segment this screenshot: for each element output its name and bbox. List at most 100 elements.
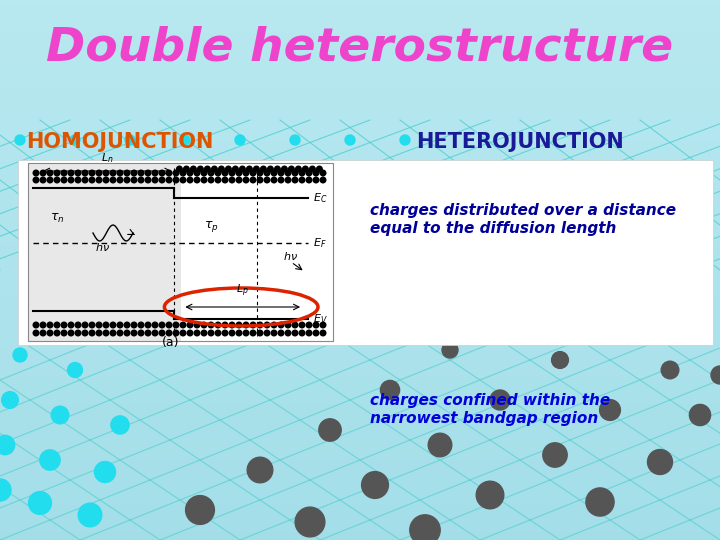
Circle shape: [305, 165, 315, 175]
Circle shape: [222, 330, 228, 336]
Bar: [0, 291, 720, 298]
Circle shape: [310, 166, 315, 172]
Bar: [0, 216, 720, 224]
Bar: [0, 270, 720, 278]
Circle shape: [187, 177, 193, 183]
Circle shape: [48, 170, 53, 176]
Circle shape: [13, 348, 27, 362]
Circle shape: [138, 170, 144, 176]
Circle shape: [61, 177, 67, 183]
Text: HOMOJUNCTION: HOMOJUNCTION: [27, 132, 214, 152]
Circle shape: [187, 330, 193, 336]
Circle shape: [271, 177, 276, 183]
Circle shape: [191, 166, 196, 172]
Circle shape: [278, 170, 284, 176]
Circle shape: [131, 330, 137, 336]
Bar: [0, 364, 720, 372]
Circle shape: [204, 166, 210, 172]
Circle shape: [68, 322, 73, 328]
Circle shape: [70, 135, 80, 145]
Bar: [0, 68, 720, 75]
Circle shape: [166, 330, 172, 336]
Circle shape: [306, 322, 312, 328]
Circle shape: [290, 135, 300, 145]
Circle shape: [296, 166, 301, 172]
Circle shape: [145, 322, 150, 328]
Circle shape: [661, 361, 679, 379]
Circle shape: [194, 177, 200, 183]
Bar: [0, 492, 720, 501]
Circle shape: [96, 177, 102, 183]
Circle shape: [243, 170, 249, 176]
Text: $E_C$: $E_C$: [313, 191, 328, 205]
Circle shape: [490, 390, 510, 410]
Circle shape: [280, 225, 290, 235]
Circle shape: [292, 177, 298, 183]
Bar: [0, 276, 720, 285]
Circle shape: [82, 177, 88, 183]
Circle shape: [159, 170, 165, 176]
Circle shape: [138, 330, 144, 336]
Bar: [0, 384, 720, 393]
Circle shape: [125, 135, 135, 145]
Circle shape: [61, 330, 67, 336]
Circle shape: [264, 170, 270, 176]
Circle shape: [180, 177, 186, 183]
Circle shape: [264, 322, 270, 328]
Circle shape: [236, 322, 242, 328]
Circle shape: [110, 170, 116, 176]
Circle shape: [117, 170, 123, 176]
Bar: [0, 351, 720, 359]
Bar: [0, 438, 720, 447]
Circle shape: [345, 135, 355, 145]
Circle shape: [300, 330, 305, 336]
Circle shape: [400, 135, 410, 145]
Circle shape: [442, 342, 458, 358]
Circle shape: [40, 322, 46, 328]
Circle shape: [82, 330, 88, 336]
Circle shape: [40, 330, 46, 336]
Bar: [0, 168, 720, 177]
Circle shape: [282, 166, 287, 172]
Circle shape: [117, 330, 123, 336]
Circle shape: [320, 170, 325, 176]
Circle shape: [186, 496, 215, 524]
Circle shape: [222, 177, 228, 183]
Circle shape: [78, 503, 102, 527]
Bar: [0, 108, 720, 116]
Circle shape: [145, 177, 150, 183]
Circle shape: [166, 170, 172, 176]
Bar: [0, 399, 720, 406]
Circle shape: [233, 166, 238, 172]
Bar: [0, 230, 720, 237]
Circle shape: [278, 322, 284, 328]
Circle shape: [600, 400, 621, 421]
Circle shape: [174, 170, 179, 176]
Circle shape: [251, 322, 256, 328]
Circle shape: [61, 322, 67, 328]
Circle shape: [89, 170, 95, 176]
Bar: [28, 163, 333, 341]
Text: $E_F$: $E_F$: [313, 236, 327, 250]
Circle shape: [222, 170, 228, 176]
Circle shape: [29, 491, 51, 515]
Circle shape: [240, 255, 250, 265]
Bar: [0, 27, 720, 35]
Circle shape: [215, 330, 221, 336]
Circle shape: [159, 330, 165, 336]
Circle shape: [278, 177, 284, 183]
Circle shape: [428, 433, 452, 457]
Circle shape: [170, 225, 180, 235]
Circle shape: [103, 322, 109, 328]
Circle shape: [285, 330, 291, 336]
Circle shape: [145, 330, 150, 336]
Circle shape: [1, 392, 18, 408]
Circle shape: [174, 330, 179, 336]
Circle shape: [117, 177, 123, 183]
Circle shape: [0, 435, 14, 455]
Circle shape: [285, 322, 291, 328]
Bar: [0, 378, 720, 386]
Circle shape: [176, 166, 182, 172]
Bar: [0, 357, 720, 366]
Circle shape: [195, 165, 205, 175]
